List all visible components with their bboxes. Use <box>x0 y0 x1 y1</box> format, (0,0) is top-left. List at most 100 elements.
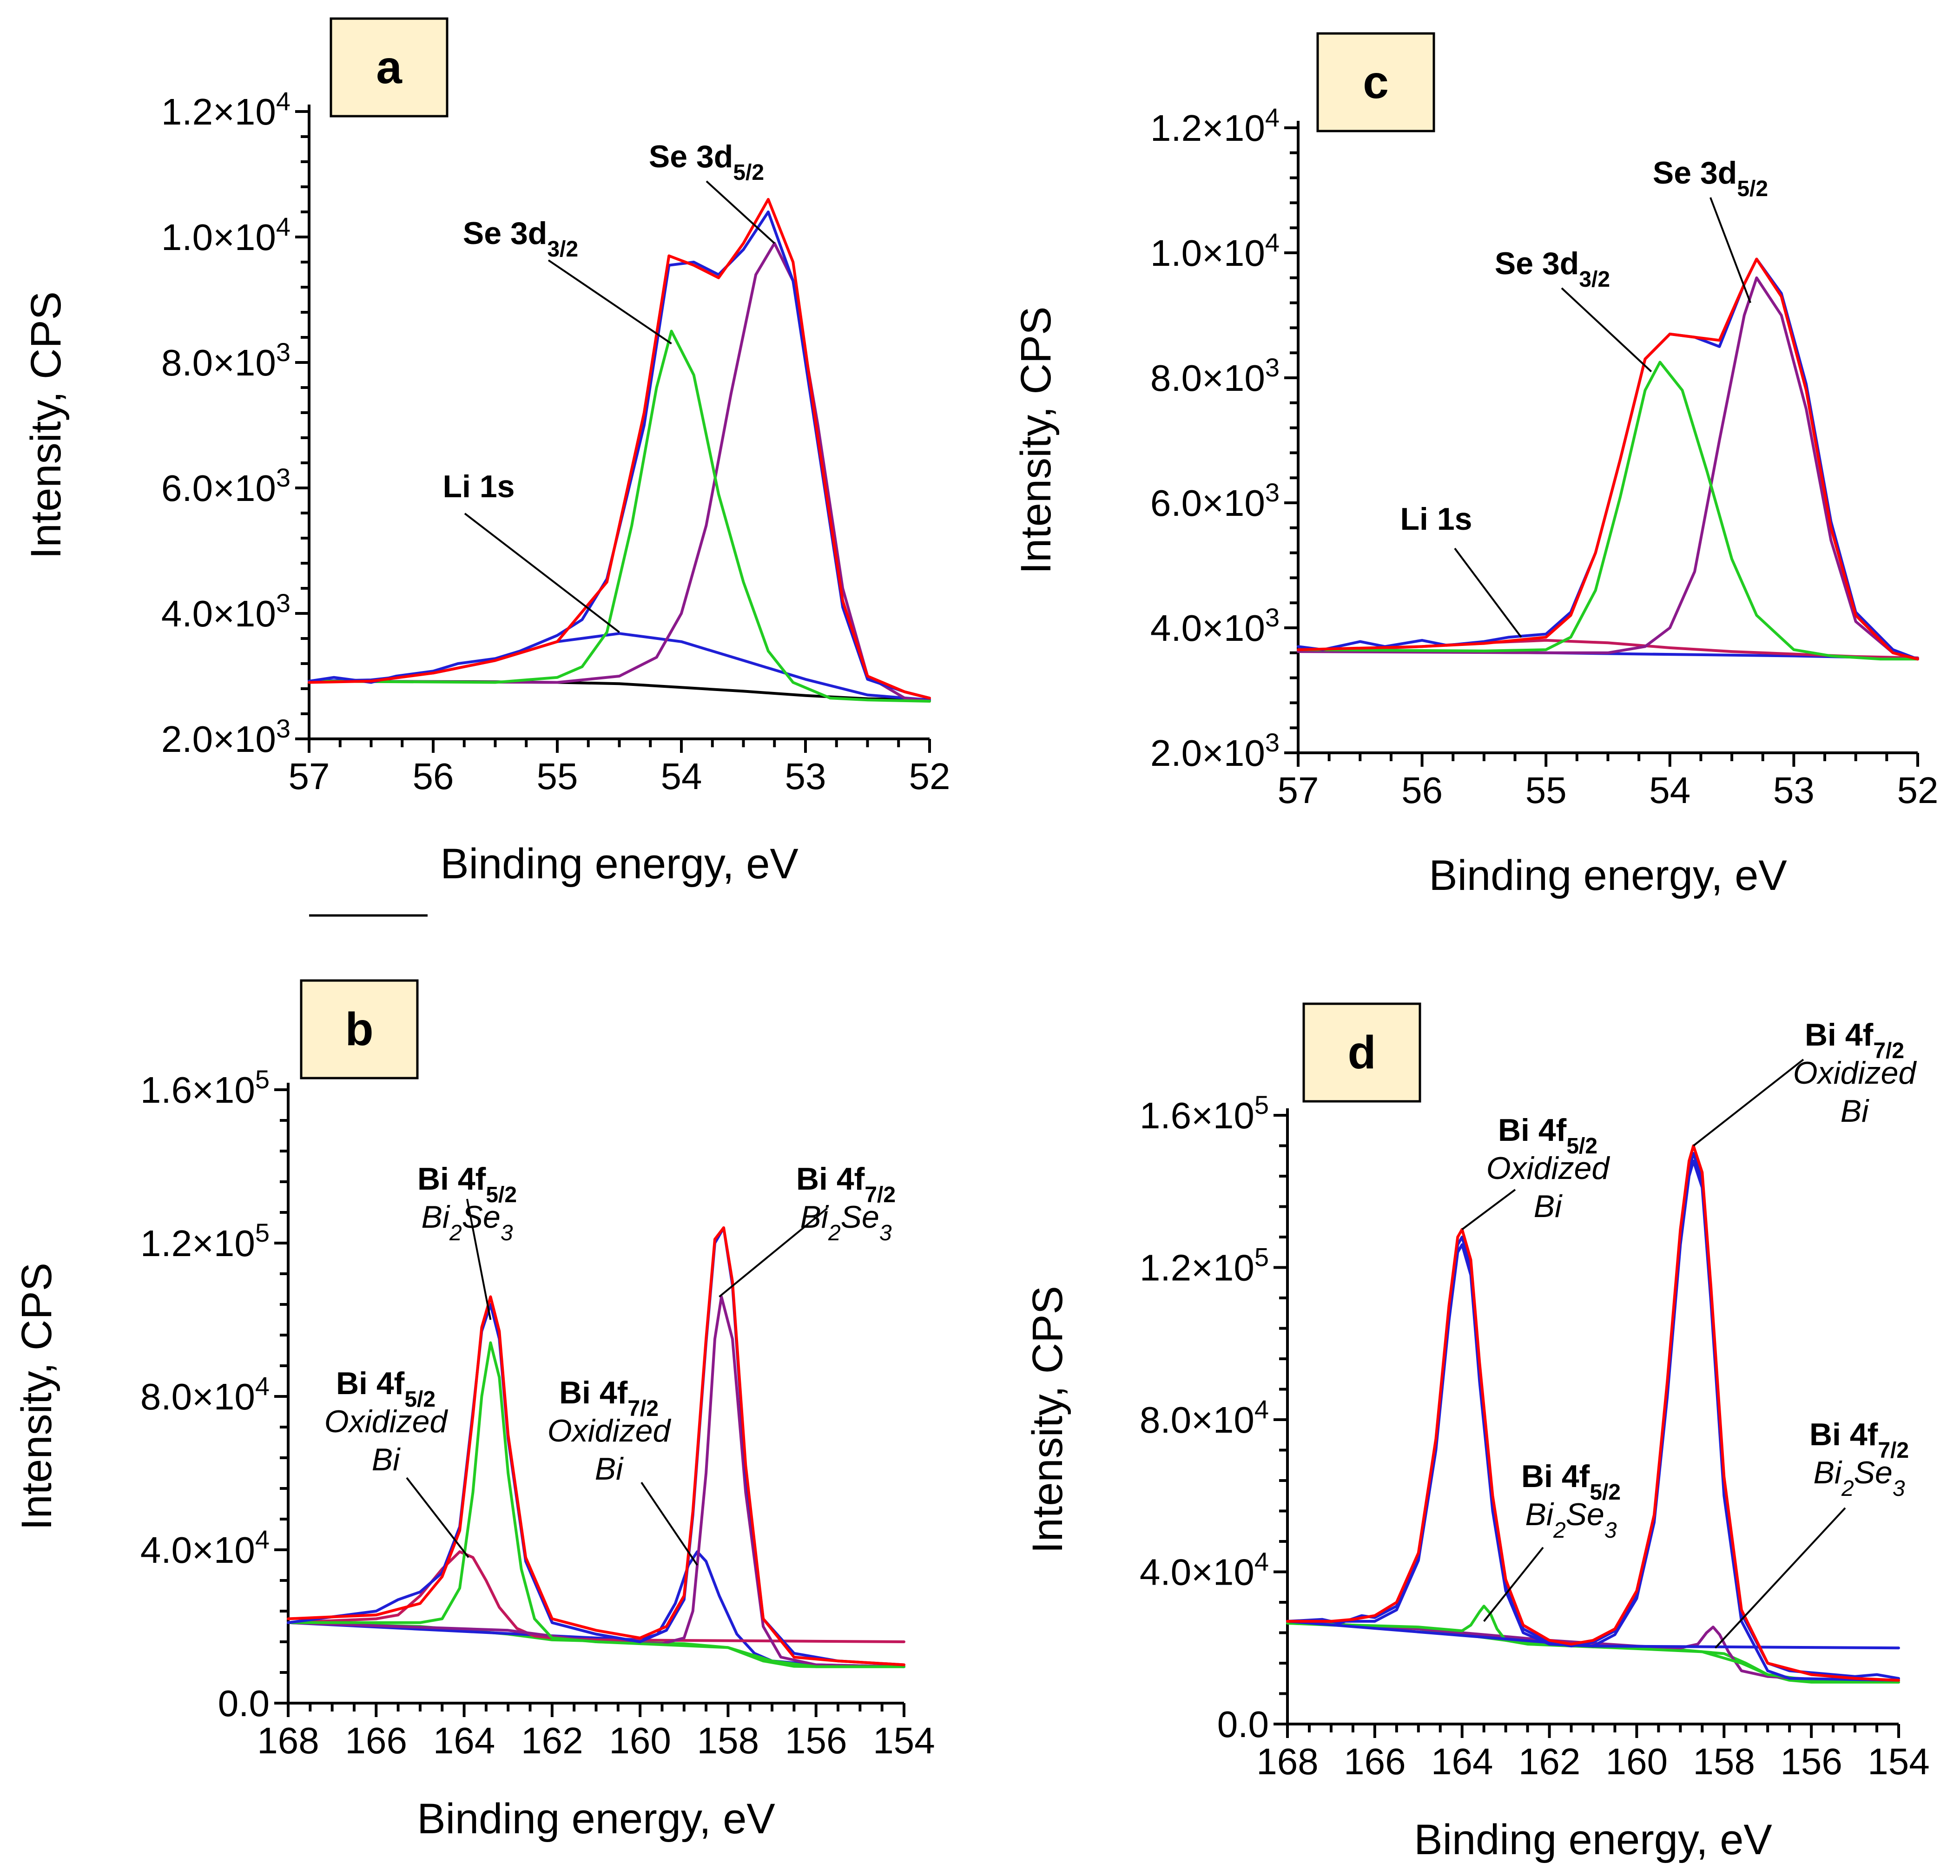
annotation-line: Bi 4f7/2 <box>1805 1017 1904 1063</box>
annotation-leader-line <box>1693 1059 1804 1147</box>
panel-label-box <box>300 979 419 1080</box>
annotation-leader-line <box>406 1477 469 1558</box>
annotation-line: Se 3d3/2 <box>1495 246 1610 292</box>
y-axis-title: Intensity, CPS <box>1024 1286 1071 1553</box>
series-fit-envelope <box>308 211 931 700</box>
annotation-line: Li 1s <box>1400 501 1472 537</box>
annotation-line: Bi 4f5/2 <box>336 1366 436 1412</box>
annotation-leader-line <box>466 1198 492 1320</box>
y-tick-label: 4.0×104 <box>1140 1547 1269 1593</box>
series-fit-envelope <box>1286 1152 1900 1680</box>
y-tick-label: 6.0×103 <box>1150 478 1280 524</box>
x-tick-label: 154 <box>1868 1741 1929 1782</box>
annotation-leader-line <box>1709 197 1751 303</box>
annotation-line: Bi 4f7/2 <box>796 1161 896 1207</box>
x-tick-label: 168 <box>257 1720 319 1761</box>
x-tick-label: 160 <box>609 1720 671 1761</box>
panel-label-box <box>1316 32 1435 132</box>
series-oxidized-bi-4f5-2-component <box>1286 1243 1900 1650</box>
x-tick-label: 57 <box>1278 770 1319 811</box>
peak-annotation: Li 1s <box>1400 501 1522 638</box>
x-tick-label: 154 <box>873 1720 935 1761</box>
series-oxidized-bi-4f7-2-component <box>1286 1159 1900 1682</box>
x-tick-label: 158 <box>697 1720 759 1761</box>
annotation-leader-line <box>548 259 672 345</box>
x-tick-label: 158 <box>1693 1741 1755 1782</box>
annotation-leader-line <box>1561 287 1652 373</box>
panel-label: a <box>376 41 403 93</box>
y-axis-title: Intensity, CPS <box>22 291 70 559</box>
annotation-leader-line <box>719 1207 828 1298</box>
annotation-line: Oxidized <box>548 1413 672 1448</box>
y-tick-label: 4.0×104 <box>140 1525 270 1571</box>
x-axis-title: Binding energy, eV <box>1429 852 1787 899</box>
x-tick-label: 162 <box>521 1720 583 1761</box>
peak-annotation: Se 3d3/2 <box>463 216 672 345</box>
x-tick-label: 164 <box>433 1720 495 1761</box>
y-tick-label: 1.6×105 <box>1140 1090 1269 1137</box>
y-tick-label: 0.0 <box>1217 1704 1269 1745</box>
x-axis-title: Binding energy, eV <box>1414 1816 1772 1863</box>
peak-annotation: Se 3d5/2 <box>1653 155 1768 303</box>
panel-label: b <box>345 1003 373 1055</box>
x-tick-label: 57 <box>289 756 330 797</box>
annotation-line: Bi 4f7/2 <box>1809 1417 1909 1463</box>
annotation-line: Bi 4f7/2 <box>559 1375 659 1421</box>
x-tick-label: 52 <box>909 756 950 797</box>
annotation-leader-line <box>1454 547 1522 638</box>
panel-a: a 2.0×103 4.0×103 6.0×103 8.0×103 1.0×104 1.2×… <box>22 17 950 888</box>
annotation-leader-line <box>640 1481 698 1566</box>
x-tick-label: 55 <box>537 756 578 797</box>
series-experimental <box>1286 1144 1900 1682</box>
x-tick-label: 55 <box>1525 770 1567 811</box>
panel-label: c <box>1363 56 1389 108</box>
series-se-3d3-2-component <box>308 329 931 703</box>
x-tick-label: 160 <box>1606 1741 1668 1782</box>
annotation-leader-line <box>1715 1507 1846 1649</box>
x-tick-label: 53 <box>785 756 826 797</box>
panel-c: c 2.0×103 4.0×103 6.0×103 8.0×103 1.0×104 1.2×… <box>1012 32 1939 899</box>
annotation-line: Li 1s <box>443 469 515 504</box>
y-tick-label: 8.0×104 <box>1140 1395 1269 1441</box>
annotation-leader-line <box>1483 1547 1544 1622</box>
annotation-line: Bi 4f5/2 <box>417 1161 517 1207</box>
annotation-line: Se 3d3/2 <box>463 216 578 262</box>
annotation-leader-line <box>706 180 775 244</box>
annotation-line: Bi <box>372 1442 401 1477</box>
peak-annotation: Se 3d3/2 <box>1495 246 1652 373</box>
panel-label: d <box>1347 1027 1376 1079</box>
x-tick-label: 156 <box>785 1720 847 1761</box>
y-tick-label: 1.0×104 <box>161 212 290 258</box>
panel-b: b 0.0 4.0×104 8.0×104 1.2×105 1.6×105 168 166 16… <box>13 979 935 1843</box>
x-tick-label: 54 <box>1649 770 1690 811</box>
series-li-1s-component <box>308 632 931 702</box>
y-tick-label: 1.2×104 <box>161 86 290 133</box>
x-tick-label: 53 <box>1773 770 1815 811</box>
series-fit-envelope <box>1297 257 1919 661</box>
annotation-line: Bi2Se3 <box>421 1199 513 1245</box>
y-axis-title: Intensity, CPS <box>1012 306 1060 574</box>
x-tick-label: 56 <box>413 756 454 797</box>
panel-d: d 0.0 4.0×104 8.0×104 1.2×105 1.6×105 168 166 16… <box>1024 1002 1930 1863</box>
x-tick-label: 166 <box>345 1720 407 1761</box>
y-tick-label: 8.0×103 <box>161 337 290 384</box>
y-axis-title: Intensity, CPS <box>13 1263 60 1530</box>
series-se-3d5-2-component <box>1297 276 1919 661</box>
annotation-line: Bi2Se3 <box>800 1199 891 1245</box>
annotation-line: Oxidized <box>324 1404 449 1439</box>
annotation-line: Bi 4f5/2 <box>1521 1459 1621 1505</box>
annotation-line: Se 3d5/2 <box>1653 155 1768 201</box>
series-experimental <box>287 1226 905 1666</box>
x-tick-label: 56 <box>1401 770 1443 811</box>
x-tick-label: 52 <box>1897 770 1939 811</box>
y-tick-label: 1.2×105 <box>140 1218 270 1264</box>
annotation-line: Bi <box>1534 1189 1563 1224</box>
y-tick-label: 1.6×105 <box>140 1065 270 1111</box>
y-tick-label: 4.0×103 <box>161 588 290 635</box>
y-tick-label: 2.0×103 <box>161 714 290 760</box>
